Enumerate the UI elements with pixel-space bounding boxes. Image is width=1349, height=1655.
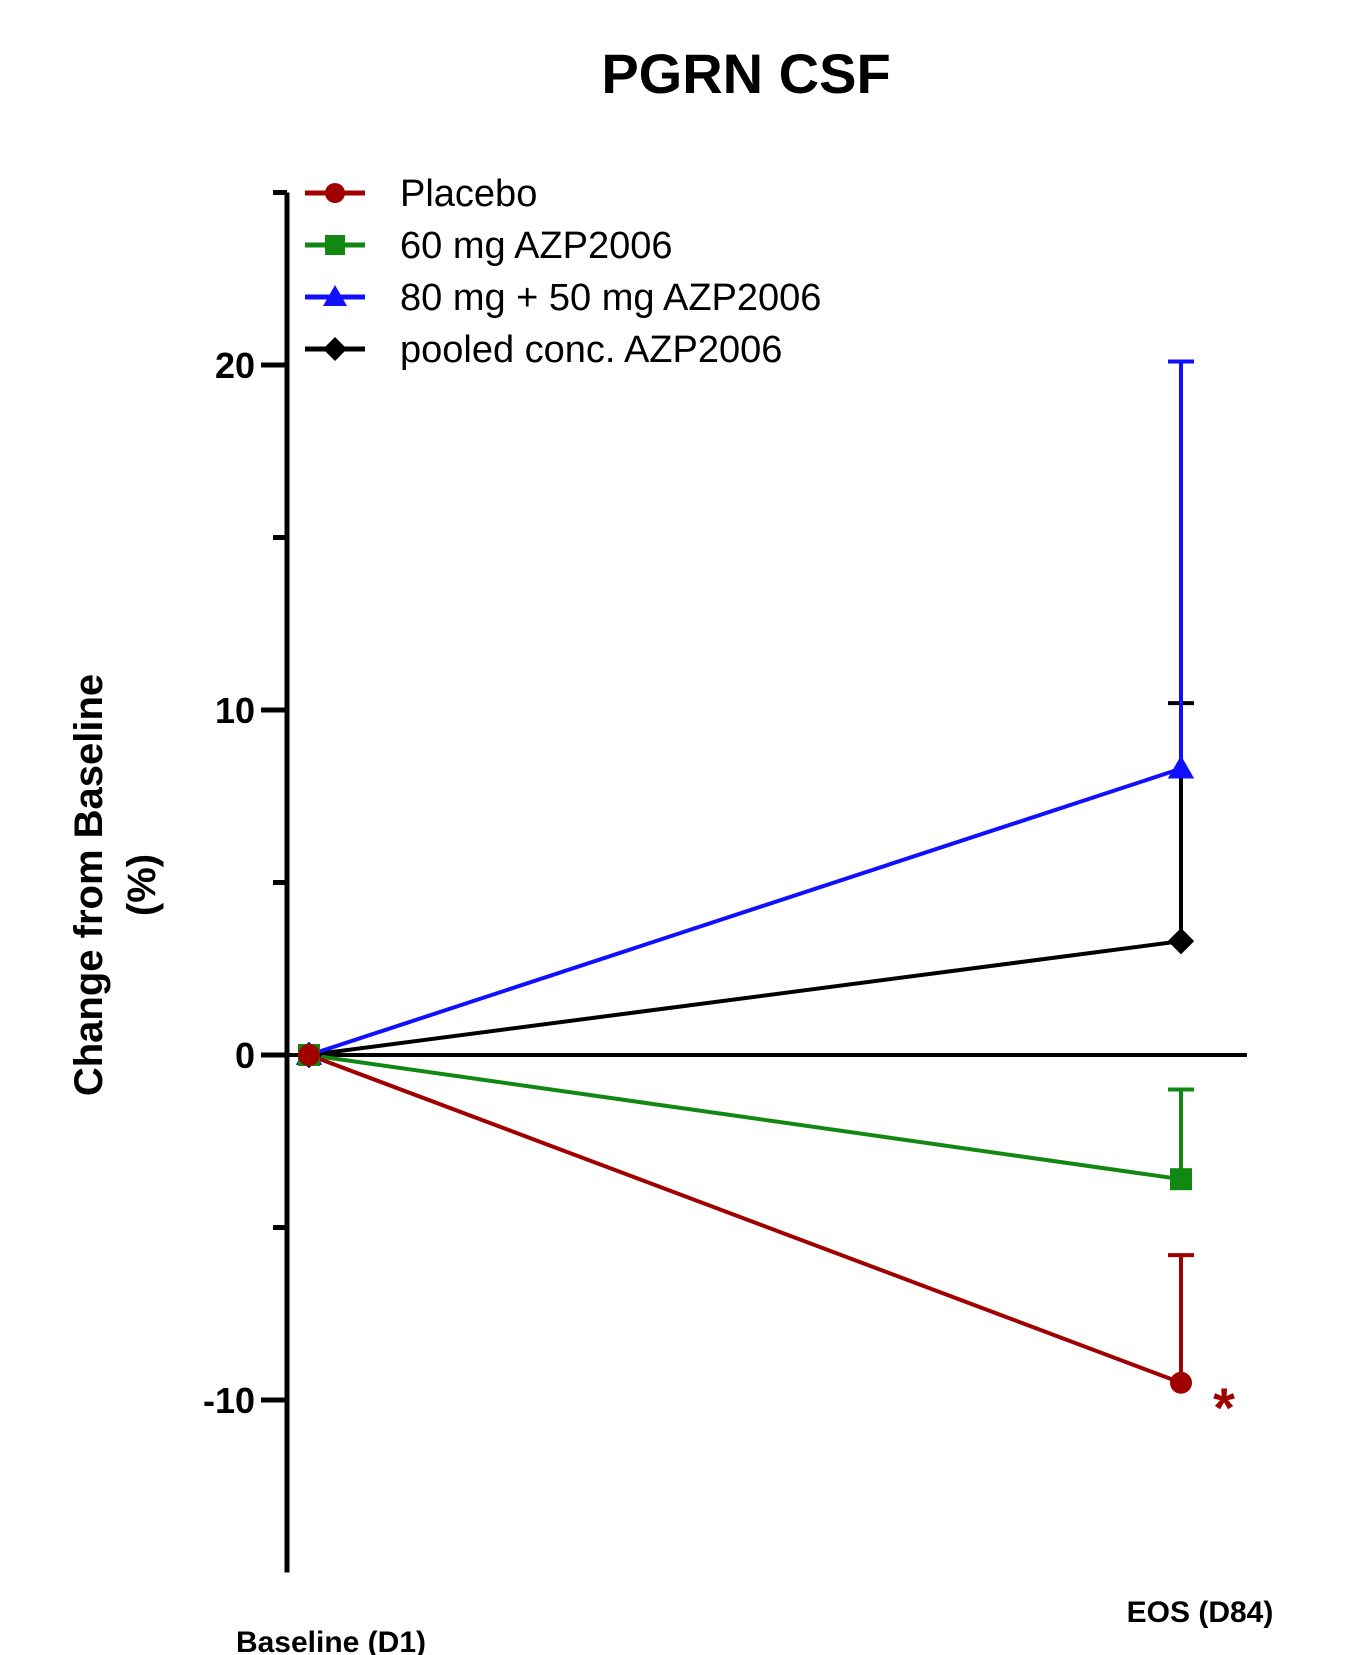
y-axis-label-unit: (%) bbox=[120, 854, 164, 916]
data-point bbox=[1167, 755, 1195, 779]
series-line bbox=[308, 939, 1182, 1057]
y-tick-label: -10 bbox=[203, 1380, 255, 1421]
series-layer: * bbox=[295, 359, 1235, 1439]
data-point bbox=[1167, 927, 1195, 955]
y-tick-label: 0 bbox=[235, 1035, 255, 1076]
x-tick-label-eos: EOS (D84) bbox=[1127, 1596, 1274, 1629]
legend-label: 60 mg AZP2006 bbox=[400, 225, 673, 267]
data-point bbox=[298, 1044, 320, 1066]
chart-title: PGRN CSF bbox=[601, 42, 890, 105]
y-tick-label: 20 bbox=[215, 345, 255, 386]
legend-label: pooled conc. AZP2006 bbox=[400, 329, 782, 371]
series-line bbox=[308, 766, 1182, 1057]
legend-marker bbox=[325, 183, 345, 203]
legend: Placebo 60 mg AZP2006 80 mg + 50 mg AZP200… bbox=[305, 173, 821, 371]
axes: -10 0 10 20 bbox=[203, 190, 1247, 1573]
series-1 bbox=[308, 1053, 1194, 1182]
legend-marker bbox=[325, 235, 345, 255]
series-line bbox=[308, 1053, 1182, 1182]
series-line bbox=[308, 1053, 1182, 1385]
x-tick-label-baseline: Baseline (D1) bbox=[236, 1626, 426, 1655]
legend-label: Placebo bbox=[400, 173, 537, 215]
series-0 bbox=[308, 1053, 1194, 1385]
y-tick-label: 10 bbox=[215, 690, 255, 731]
series-3 bbox=[308, 701, 1194, 1057]
significance-marker: * bbox=[1213, 1376, 1235, 1439]
legend-marker bbox=[323, 337, 347, 361]
legend-label: 80 mg + 50 mg AZP2006 bbox=[400, 277, 821, 319]
series-2 bbox=[308, 359, 1194, 1057]
data-point bbox=[1170, 1371, 1192, 1394]
data-point bbox=[1170, 1168, 1192, 1191]
legend-marker bbox=[323, 285, 347, 306]
y-axis-label: Change from Baseline bbox=[67, 674, 111, 1096]
y-axis-label-line-1: Change from Baseline bbox=[67, 674, 111, 1096]
